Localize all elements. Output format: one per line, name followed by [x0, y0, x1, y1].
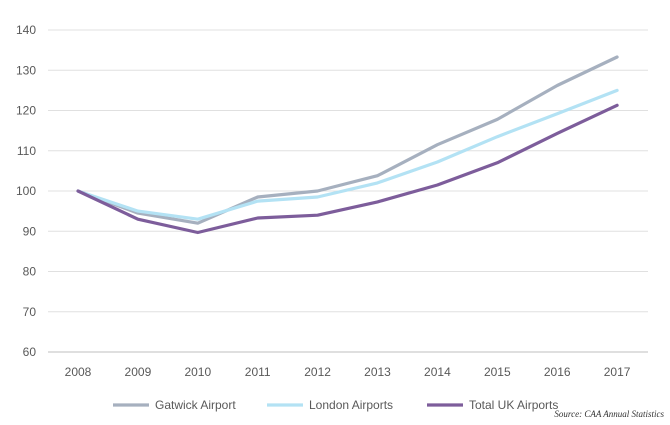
y-tick-label: 130 [16, 63, 36, 77]
y-tick-label: 90 [23, 224, 37, 238]
y-tick-label: 70 [23, 305, 37, 319]
series-lines [76, 55, 619, 235]
source-note: Source: CAA Annual Statistics [554, 409, 664, 419]
x-tick-label: 2009 [125, 365, 152, 379]
y-axis: 60 70 80 90 100 110 120 130 140 [16, 23, 36, 359]
y-tick-label: 100 [16, 184, 36, 198]
y-tick-label: 140 [16, 23, 36, 37]
x-tick-label: 2011 [245, 365, 271, 379]
x-tick-label: 2008 [65, 365, 92, 379]
x-tick-label: 2013 [364, 365, 391, 379]
legend-label: Total UK Airports [469, 398, 558, 412]
x-tick-label: 2010 [184, 365, 211, 379]
series-line-gatwick-airport [76, 55, 619, 225]
x-tick-label: 2015 [484, 365, 511, 379]
y-tick-label: 120 [16, 104, 36, 118]
series-line-total-uk-airports [76, 103, 619, 235]
x-tick-label: 2016 [544, 365, 571, 379]
series-line-london-airports [76, 88, 619, 221]
legend-label: Gatwick Airport [155, 398, 236, 412]
x-axis: 2008 2009 2010 2011 2012 2013 2014 2015 2016 2017 [65, 365, 631, 379]
legend-label: London Airports [309, 398, 393, 412]
y-tick-label: 60 [23, 345, 37, 359]
legend: Gatwick Airport London Airports Total UK A… [113, 398, 558, 412]
y-tick-label: 80 [23, 265, 37, 279]
x-tick-label: 2012 [304, 365, 331, 379]
x-tick-label: 2017 [604, 365, 631, 379]
x-tick-label: 2014 [424, 365, 451, 379]
y-tick-label: 110 [17, 144, 36, 158]
